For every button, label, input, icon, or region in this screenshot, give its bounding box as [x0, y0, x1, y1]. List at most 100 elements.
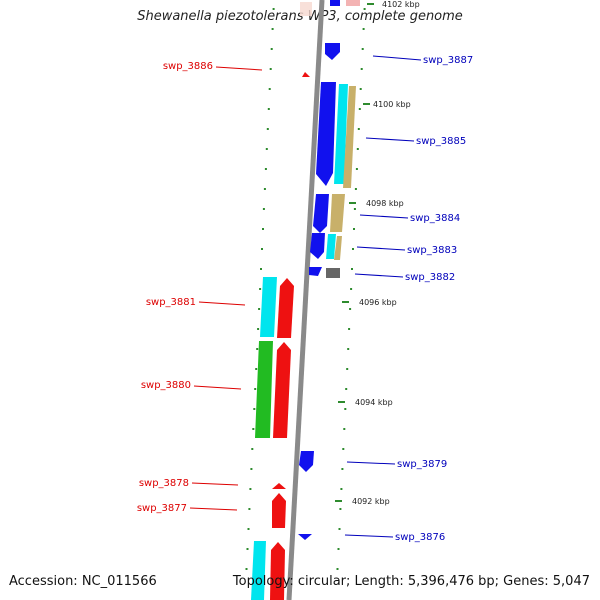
right-tick-mark [341, 468, 344, 470]
right-tick-mark [358, 108, 361, 110]
gene-swp-3878[interactable] [272, 483, 286, 489]
gene-label-swp-3878[interactable]: swp_3878 [139, 478, 189, 489]
gene-label-swp-3877[interactable]: swp_3877 [137, 503, 187, 514]
gene-label-swp-3879[interactable]: swp_3879 [397, 459, 447, 470]
gene-bottom-red[interactable] [270, 542, 285, 600]
gene-swp-3883-khaki[interactable] [334, 236, 342, 260]
right-tick-mark [353, 228, 355, 230]
right-tick-mark [360, 68, 363, 70]
right-tick-mark [353, 208, 356, 210]
right-tick-mark [346, 368, 349, 370]
left-tick-mark [271, 28, 274, 30]
left-tick-mark [255, 368, 258, 370]
right-tick-mark [340, 488, 343, 490]
reverse-gene-labels: swp_3887 swp_3885 swp_3884 swp_3883 swp_… [344, 55, 473, 543]
left-tick-mark [252, 428, 255, 430]
left-tick-mark [270, 48, 273, 50]
gene-swp-3885-blue[interactable] [316, 82, 336, 186]
gene-label-swp-3882[interactable]: swp_3882 [405, 272, 455, 283]
gene-swp-3885-cyan[interactable] [334, 84, 348, 184]
right-tick-mark [351, 268, 353, 270]
right-tick-column [336, 8, 366, 570]
kbp-label: 4098 kbp [366, 199, 404, 208]
gene-label-swp-3884[interactable]: swp_3884 [410, 213, 460, 224]
kbp-label: 4100 kbp [373, 100, 411, 109]
left-tick-mark [268, 88, 271, 90]
right-tick-mark [350, 288, 353, 290]
left-tick-mark [253, 408, 256, 410]
gene-label-swp-3885[interactable]: swp_3885 [416, 136, 466, 147]
gene-swp-3884-khaki[interactable] [330, 194, 345, 232]
left-tick-mark [260, 268, 262, 270]
gene-label-swp-3876[interactable]: swp_3876 [395, 532, 445, 543]
right-tick-mark [339, 508, 342, 510]
left-tick-mark [272, 8, 275, 10]
gene-swp-3876[interactable] [298, 534, 312, 540]
gene-swp-3885-khaki[interactable] [343, 86, 356, 188]
left-tick-mark [248, 508, 251, 510]
right-tick-mark [363, 8, 366, 10]
partial-gene-top [346, 0, 360, 6]
gene-bottom-cyan[interactable] [251, 541, 266, 600]
right-tick-mark [336, 568, 339, 570]
left-tick-mark [266, 128, 269, 130]
left-tick-mark [259, 288, 262, 290]
left-tick-mark [269, 68, 272, 70]
gene-swp-3887[interactable] [325, 43, 340, 60]
left-tick-mark [245, 568, 248, 570]
gene-swp-3879[interactable] [299, 451, 314, 472]
left-tick-mark [265, 148, 268, 150]
right-tick-mark [356, 148, 359, 150]
kbp-label: 4096 kbp [359, 298, 397, 307]
gene-label-swp-3886[interactable]: swp_3886 [163, 61, 213, 72]
kbp-label: 4094 kbp [355, 398, 393, 407]
gene-swp-3882-gray[interactable] [326, 268, 340, 278]
right-tick-mark [342, 448, 345, 450]
kbp-markers: 4102 kbp 4100 kbp 4098 kbp 4096 kbp 4094… [335, 0, 420, 506]
gene-label-swp-3887[interactable]: swp_3887 [423, 55, 473, 66]
right-tick-mark [355, 168, 358, 170]
genome-title: Shewanella piezotolerans WP3, complete g… [137, 9, 463, 24]
accession-label: Accession: NC_011566 [9, 574, 157, 589]
left-tick-column [245, 8, 275, 570]
left-tick-mark [250, 468, 253, 470]
left-tick-mark [264, 168, 267, 170]
left-tick-mark [258, 308, 261, 310]
gene-swp-3881-cyan[interactable] [260, 277, 277, 337]
left-tick-mark [254, 388, 257, 390]
right-tick-mark [354, 188, 357, 190]
right-tick-mark [345, 388, 348, 390]
right-tick-mark [344, 408, 347, 410]
left-tick-mark [261, 248, 263, 250]
genome-backbone [286, 0, 325, 600]
right-tick-mark [343, 428, 346, 430]
gene-swp-3883-blue[interactable] [310, 233, 325, 259]
gene-label-swp-3881[interactable]: swp_3881 [146, 297, 196, 308]
left-tick-mark [262, 228, 264, 230]
left-tick-mark [246, 548, 249, 550]
forward-gene-labels: swp_3886 swp_3881 swp_3880 swp_3878 swp_… [137, 61, 263, 514]
gene-swp-3884-blue[interactable] [313, 194, 329, 233]
right-tick-mark [338, 528, 341, 530]
gene-swp-3877[interactable] [272, 493, 286, 528]
left-tick-mark [249, 488, 252, 490]
gene-swp-3880-red[interactable] [273, 342, 291, 438]
right-tick-mark [349, 308, 352, 310]
gene-swp-3883-cyan[interactable] [326, 234, 336, 259]
genome-info-label: Topology: circular; Length: 5,396,476 bp… [232, 574, 590, 589]
right-tick-mark [357, 128, 360, 130]
left-tick-mark [247, 528, 250, 530]
right-tick-mark [361, 48, 364, 50]
gene-label-swp-3883[interactable]: swp_3883 [407, 245, 457, 256]
left-tick-mark [257, 328, 260, 330]
gene-swp-3880-green[interactable] [255, 341, 273, 438]
left-tick-mark [263, 188, 266, 190]
right-tick-mark [352, 248, 354, 250]
partial-gene-top-pink [300, 2, 312, 16]
gene-swp-3881-red[interactable] [277, 278, 294, 338]
right-tick-mark [359, 88, 362, 90]
gene-swp-3886[interactable] [302, 72, 310, 77]
gene-swp-3882-blue[interactable] [309, 267, 322, 276]
gene-label-swp-3880[interactable]: swp_3880 [141, 380, 191, 391]
